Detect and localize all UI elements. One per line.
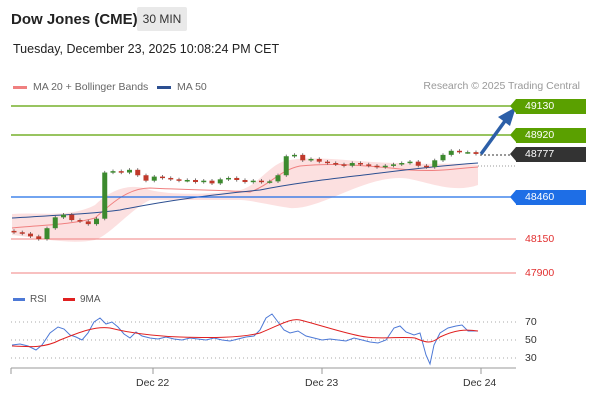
last-price-tag: 48777 <box>510 147 586 162</box>
candle-up <box>127 169 132 173</box>
candle-down <box>415 161 421 166</box>
level-label-48150: 48150 <box>525 233 555 245</box>
ma20-line <box>11 164 479 229</box>
rsi-ma-label: 9MA <box>80 294 101 305</box>
rsi-tick-30: 30 <box>525 352 537 364</box>
candle-down <box>135 169 141 176</box>
candle-down <box>316 158 322 162</box>
candle-up <box>407 161 413 164</box>
candle-up <box>250 180 256 183</box>
candle-down <box>209 180 215 184</box>
legend-ma20: MA 20 + Bollinger Bands <box>13 80 148 94</box>
level-value: 48460 <box>525 191 555 203</box>
candle-down <box>176 179 182 181</box>
ma50-label: MA 50 <box>177 81 207 93</box>
candle-down <box>374 165 380 168</box>
candle-down <box>242 179 248 183</box>
rsi-ma-line <box>11 319 479 348</box>
credit-text: Research © 2025 Trading Central <box>423 80 580 92</box>
rsi-tick-50: 50 <box>525 334 537 346</box>
candle-up <box>275 175 281 182</box>
candle-up <box>432 160 438 168</box>
level-tag-49130: 49130 <box>510 99 586 114</box>
candle-down <box>193 179 198 183</box>
candles <box>11 149 479 241</box>
candle-down <box>85 221 91 225</box>
header: Dow Jones (CME) 30 MIN <box>0 0 590 38</box>
candle-up <box>61 214 66 218</box>
candle-up <box>267 181 273 183</box>
candle-down <box>424 165 429 168</box>
candle-down <box>36 236 42 240</box>
candle-up <box>399 163 405 165</box>
candle-up <box>391 164 396 166</box>
candle-up <box>94 218 99 225</box>
candle-up <box>382 165 388 168</box>
bollinger-band <box>12 158 478 242</box>
legend-ma50: MA 50 <box>157 80 207 94</box>
candle-up <box>440 154 446 161</box>
candle-down <box>143 175 149 181</box>
rsi-ma-legend: 9MA <box>63 294 101 305</box>
rsi-line <box>11 313 478 366</box>
rsi-ma-swatch <box>63 297 75 301</box>
candle-up <box>226 177 231 180</box>
level-value: 48777 <box>525 148 555 160</box>
candle-down <box>341 164 347 166</box>
x-label-dec24: Dec 24 <box>463 377 497 389</box>
candle-down <box>457 150 462 153</box>
x-label-dec23: Dec 23 <box>305 377 339 389</box>
candle-up <box>349 163 355 166</box>
candle-down <box>11 230 17 233</box>
candle-down <box>473 152 479 154</box>
candle-down <box>19 232 25 234</box>
timeframe-button[interactable]: 30 MIN <box>137 7 187 31</box>
candle-down <box>259 180 264 183</box>
candle-up <box>52 217 58 229</box>
candle-down <box>333 163 339 165</box>
rsi-label: RSI <box>30 294 47 305</box>
level-tag-48920: 48920 <box>510 128 586 143</box>
candle-up <box>465 152 471 154</box>
level-tag-48460: 48460 <box>510 190 586 205</box>
rsi-tick-70: 70 <box>525 316 537 328</box>
candle-down <box>69 214 75 221</box>
level-value: 48920 <box>525 129 555 141</box>
ma20-label: MA 20 + Bollinger Bands <box>33 81 149 93</box>
rsi-legend: RSI <box>13 294 47 305</box>
candle-up <box>448 150 454 155</box>
candle-down <box>160 176 165 179</box>
candle-down <box>234 177 240 180</box>
ma50-swatch <box>157 85 171 89</box>
candle-up <box>184 179 190 182</box>
timestamp: Tuesday, December 23, 2025 10:08:24 PM C… <box>13 42 280 56</box>
candle-up <box>201 180 207 183</box>
candle-down <box>28 233 33 237</box>
candle-down <box>168 177 174 180</box>
candle-up <box>110 171 116 173</box>
candle-up <box>44 228 50 240</box>
level-value: 49130 <box>525 100 555 112</box>
candle-down <box>325 161 330 164</box>
x-label-dec22: Dec 22 <box>136 377 170 389</box>
ma20-swatch <box>13 85 27 89</box>
candle-down <box>300 154 306 161</box>
candle-up <box>102 172 108 219</box>
candle-up <box>283 156 289 176</box>
candle-down <box>77 220 83 222</box>
level-label-47900: 47900 <box>525 267 555 279</box>
candle-down <box>358 163 363 165</box>
candle-up <box>292 154 297 157</box>
rsi-swatch <box>13 297 25 301</box>
candle-down <box>366 164 372 166</box>
forecast-arrow-shaft <box>479 119 507 156</box>
candle-up <box>217 179 223 184</box>
candle-up <box>308 158 314 161</box>
candle-down <box>118 171 124 173</box>
instrument-title: Dow Jones (CME) <box>11 11 138 28</box>
ma50-line <box>11 162 479 219</box>
candle-up <box>151 176 157 181</box>
